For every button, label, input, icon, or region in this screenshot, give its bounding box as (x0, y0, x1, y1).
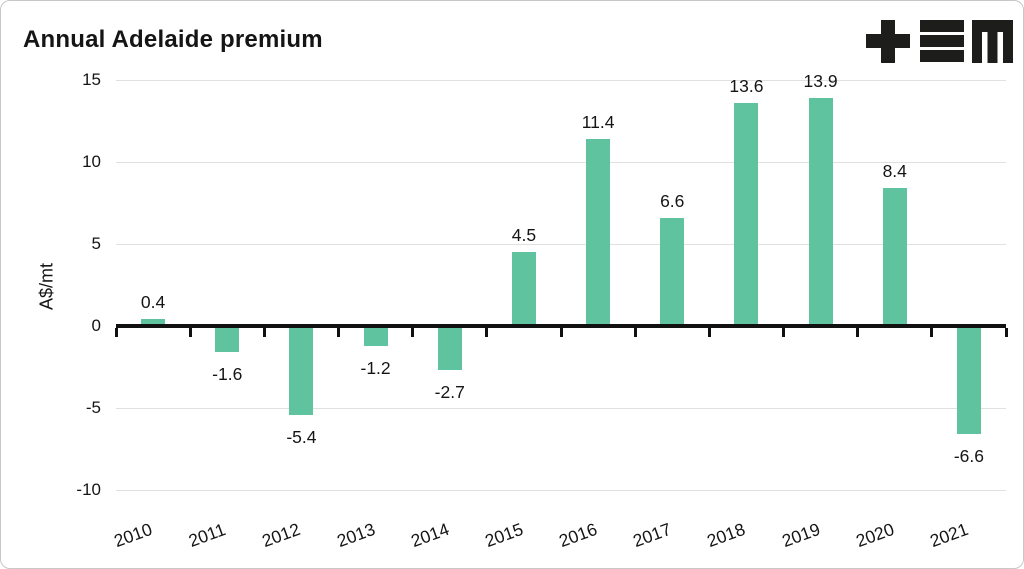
bar-value-label-2018: 13.6 (729, 75, 764, 96)
x-axis-tick-9 (782, 328, 785, 337)
gridline-5 (116, 244, 1006, 245)
bar-2018 (734, 102, 759, 326)
y-tick-label-15: 15 (82, 70, 101, 89)
logo-triple-bar-icon (920, 20, 964, 62)
bar-2015 (511, 252, 536, 326)
x-axis-tick-1 (188, 328, 192, 337)
tem-logo (866, 20, 1013, 63)
x-axis-tick-4 (411, 328, 415, 337)
bar-2020 (882, 188, 907, 326)
gridline--10 (116, 490, 1006, 491)
bar-2019 (808, 98, 833, 326)
bar-2014 (437, 326, 462, 371)
x-tick-label-2011: 2011 (186, 519, 229, 551)
x-tick-label-2013: 2013 (333, 518, 378, 552)
x-tick-label-2019: 2019 (778, 518, 823, 552)
gridline--5 (116, 408, 1006, 409)
y-tick-label-10: 10 (82, 152, 101, 171)
bar-value-label-2019: 13.9 (803, 71, 838, 92)
bar-value-label-2013: -1.2 (360, 357, 391, 378)
x-tick-label-2015: 2015 (482, 518, 526, 552)
bar-2013 (363, 326, 388, 346)
logo-plus-icon (866, 20, 910, 63)
x-axis-tick-5 (485, 328, 489, 337)
x-tick-label-2017: 2017 (630, 518, 674, 552)
x-axis-tick-10 (856, 328, 860, 337)
x-axis-tick-8 (707, 328, 711, 337)
x-axis-tick-6 (559, 328, 563, 337)
bar-value-label-2012: -5.4 (286, 426, 317, 447)
bar-value-label-2014: -2.7 (434, 382, 465, 403)
bar-2010 (141, 319, 166, 326)
y-axis-title: A$/mt (36, 263, 57, 311)
x-axis-tick-11 (930, 328, 934, 337)
x-tick-label-2021: 2021 (927, 518, 971, 552)
bar-2021 (956, 326, 981, 435)
gridline-15 (116, 80, 1006, 81)
x-tick-label-2016: 2016 (556, 518, 600, 552)
x-tick-label-2014: 2014 (408, 518, 452, 552)
bar-value-label-2016: 11.4 (581, 112, 615, 133)
x-tick-label-2020: 2020 (853, 518, 897, 552)
bar-value-label-2020: 8.4 (882, 161, 907, 182)
x-axis-tick-12 (1004, 328, 1008, 337)
y-tick-label-5: 5 (91, 234, 101, 253)
bar-2012 (289, 326, 314, 415)
bar-2017 (660, 217, 685, 326)
x-axis-tick-0 (114, 328, 118, 337)
x-tick-label-2018: 2018 (704, 518, 749, 552)
y-tick-label--10: -10 (76, 480, 101, 499)
x-axis-line (116, 324, 1006, 328)
bar-value-label-2021: -6.6 (953, 446, 984, 467)
bar-value-label-2015: 4.5 (511, 225, 537, 246)
bar-value-label-2017: 6.6 (660, 190, 685, 211)
x-axis-tick-2 (262, 328, 266, 337)
y-tick-label-0: 0 (91, 316, 101, 335)
x-tick-label-2012: 2012 (259, 518, 304, 552)
x-axis-tick-7 (633, 328, 637, 337)
bar-value-label-2011: -1.6 (212, 364, 243, 385)
bar-value-label-2010: 0.4 (140, 292, 166, 313)
x-axis-tick-3 (337, 328, 340, 337)
bar-2011 (215, 326, 240, 353)
y-tick-label--5: -5 (85, 398, 101, 417)
bar-2016 (586, 139, 611, 326)
gridline-10 (116, 162, 1006, 163)
chart-title: Annual Adelaide premium (23, 26, 323, 53)
x-tick-label-2010: 2010 (111, 518, 155, 552)
logo-m-icon (972, 20, 1013, 63)
